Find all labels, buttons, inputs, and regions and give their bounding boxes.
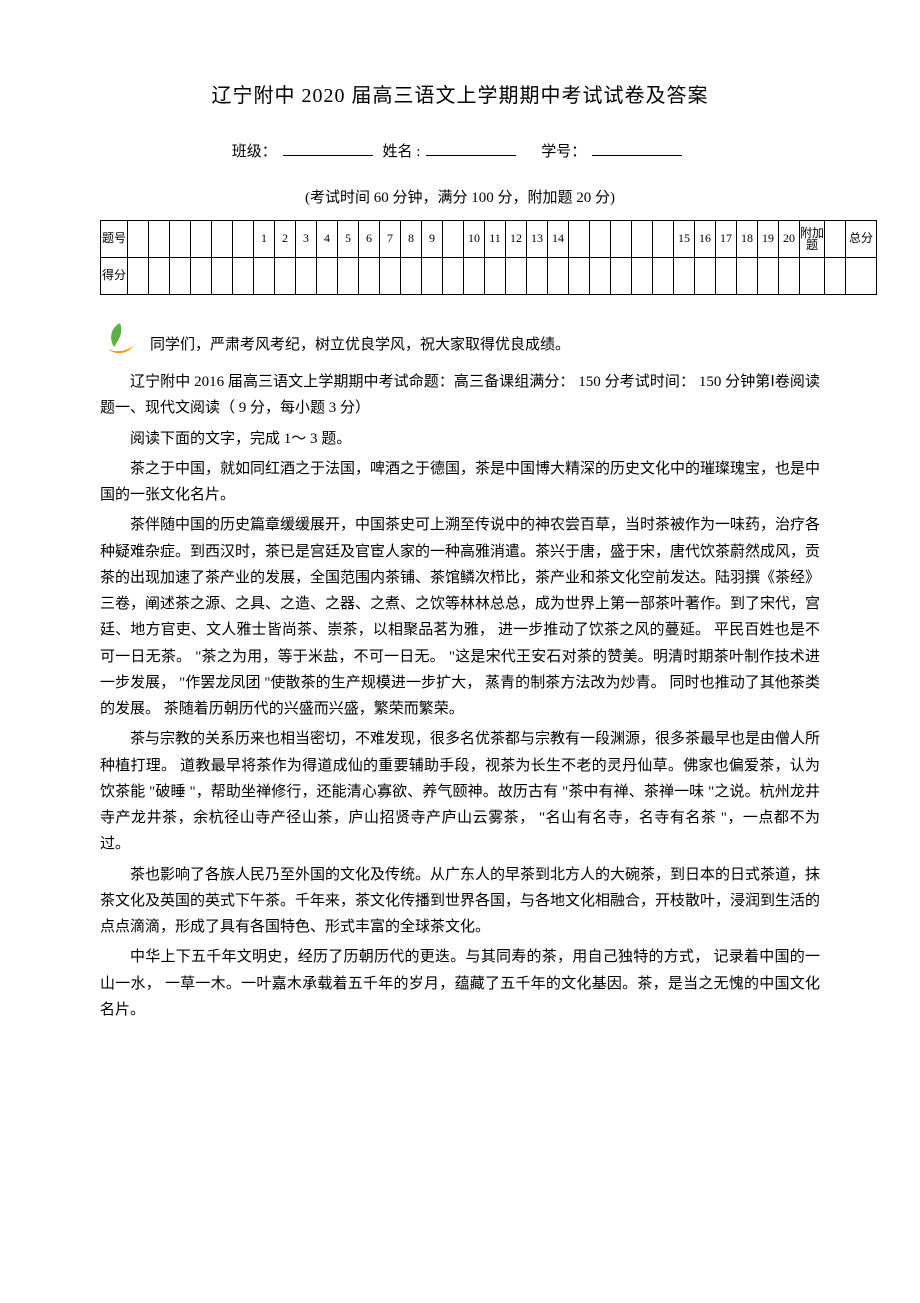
score-col-header	[212, 221, 233, 258]
score-col-header: 12	[506, 221, 527, 258]
score-col-value[interactable]	[212, 258, 233, 295]
score-col-header	[191, 221, 212, 258]
score-col-header: 5	[338, 221, 359, 258]
score-col-header: 1	[254, 221, 275, 258]
score-table: 题号 1234567891011121314151617181920附加题总分 …	[100, 220, 877, 295]
greeting-row: 同学们，严肃考风考纪，树立优良学风，祝大家取得优良成绩。	[100, 319, 820, 359]
score-col-header: 18	[737, 221, 758, 258]
score-col-header: 6	[359, 221, 380, 258]
score-col-header: 7	[380, 221, 401, 258]
passage-paragraph: 辽宁附中 2016 届高三语文上学期期中考试命题：高三备课组满分： 150 分考…	[100, 369, 820, 422]
score-col-value[interactable]	[548, 258, 569, 295]
score-col-value[interactable]	[527, 258, 548, 295]
score-col-value[interactable]	[716, 258, 737, 295]
score-col-value[interactable]	[317, 258, 338, 295]
passage-body: 辽宁附中 2016 届高三语文上学期期中考试命题：高三备课组满分： 150 分考…	[100, 369, 820, 1023]
score-col-value[interactable]	[464, 258, 485, 295]
score-col-header: 总分	[846, 221, 877, 258]
score-col-value[interactable]	[569, 258, 590, 295]
score-col-value[interactable]	[800, 258, 825, 295]
score-col-header: 17	[716, 221, 737, 258]
score-col-value[interactable]	[254, 258, 275, 295]
score-col-header	[611, 221, 632, 258]
score-col-header	[653, 221, 674, 258]
score-col-value[interactable]	[443, 258, 464, 295]
score-col-header	[233, 221, 254, 258]
score-col-value[interactable]	[422, 258, 443, 295]
score-col-value[interactable]	[653, 258, 674, 295]
id-blank[interactable]	[592, 140, 682, 156]
score-col-value[interactable]	[149, 258, 170, 295]
score-col-value[interactable]	[380, 258, 401, 295]
score-col-header: 19	[758, 221, 779, 258]
row-label-score: 得分	[101, 258, 128, 295]
score-col-header	[825, 221, 846, 258]
score-col-header: 15	[674, 221, 695, 258]
score-col-value[interactable]	[825, 258, 846, 295]
score-col-value[interactable]	[737, 258, 758, 295]
score-col-value[interactable]	[611, 258, 632, 295]
score-col-value[interactable]	[846, 258, 877, 295]
score-col-header	[170, 221, 191, 258]
greeting-text: 同学们，严肃考风考纪，树立优良学风，祝大家取得优良成绩。	[150, 333, 570, 359]
passage-paragraph: 茶也影响了各族人民乃至外国的文化及传统。从广东人的早茶到北方人的大碗茶，到日本的…	[100, 862, 820, 941]
class-blank[interactable]	[283, 140, 373, 156]
score-col-header: 16	[695, 221, 716, 258]
score-col-header	[590, 221, 611, 258]
id-label: 学号：	[541, 144, 586, 160]
score-col-value[interactable]	[128, 258, 149, 295]
score-col-header: 10	[464, 221, 485, 258]
score-col-value[interactable]	[275, 258, 296, 295]
score-col-header: 9	[422, 221, 443, 258]
score-col-value[interactable]	[233, 258, 254, 295]
score-header-row: 题号 1234567891011121314151617181920附加题总分	[101, 221, 877, 258]
passage-paragraph: 茶之于中国，就如同红酒之于法国，啤酒之于德国，茶是中国博大精深的历史文化中的璀璨…	[100, 456, 820, 509]
score-col-value[interactable]	[758, 258, 779, 295]
score-col-header: 11	[485, 221, 506, 258]
passage-paragraph: 阅读下面的文字，完成 1～ 3 题。	[100, 426, 820, 452]
score-col-value[interactable]	[401, 258, 422, 295]
student-info-line: 班级： 姓名 : 学号：	[100, 140, 820, 164]
score-col-value[interactable]	[779, 258, 800, 295]
score-col-value[interactable]	[191, 258, 212, 295]
score-value-row: 得分	[101, 258, 877, 295]
score-col-value[interactable]	[170, 258, 191, 295]
exam-duration-info: (考试时间 60 分钟，满分 100 分，附加题 20 分)	[100, 186, 820, 210]
score-col-header	[128, 221, 149, 258]
score-col-value[interactable]	[632, 258, 653, 295]
score-col-header	[149, 221, 170, 258]
score-col-header	[443, 221, 464, 258]
exam-title: 辽宁附中 2020 届高三语文上学期期中考试试卷及答案	[100, 80, 820, 112]
name-label: 姓名 :	[383, 144, 421, 160]
score-col-value[interactable]	[338, 258, 359, 295]
score-col-header: 8	[401, 221, 422, 258]
score-col-header	[632, 221, 653, 258]
class-label: 班级：	[232, 144, 277, 160]
score-col-header: 4	[317, 221, 338, 258]
leaf-logo-icon	[100, 319, 140, 359]
score-col-value[interactable]	[506, 258, 527, 295]
name-blank[interactable]	[426, 140, 516, 156]
score-col-header: 附加题	[800, 221, 825, 258]
score-col-value[interactable]	[296, 258, 317, 295]
score-col-value[interactable]	[359, 258, 380, 295]
score-col-header: 20	[779, 221, 800, 258]
score-col-header: 14	[548, 221, 569, 258]
score-col-header: 13	[527, 221, 548, 258]
score-col-header: 2	[275, 221, 296, 258]
passage-paragraph: 茶与宗教的关系历来也相当密切，不难发现，很多名优茶都与宗教有一段渊源，很多茶最早…	[100, 726, 820, 857]
score-col-header: 3	[296, 221, 317, 258]
passage-paragraph: 中华上下五千年文明史，经历了历朝历代的更迭。与其同寿的茶，用自己独特的方式， 记…	[100, 944, 820, 1023]
passage-paragraph: 茶伴随中国的历史篇章缓缓展开，中国茶史可上溯至传说中的神农尝百草，当时茶被作为一…	[100, 512, 820, 722]
score-col-value[interactable]	[695, 258, 716, 295]
score-col-value[interactable]	[485, 258, 506, 295]
score-col-value[interactable]	[590, 258, 611, 295]
row-label-questions: 题号	[101, 221, 128, 258]
score-col-header	[569, 221, 590, 258]
score-col-value[interactable]	[674, 258, 695, 295]
